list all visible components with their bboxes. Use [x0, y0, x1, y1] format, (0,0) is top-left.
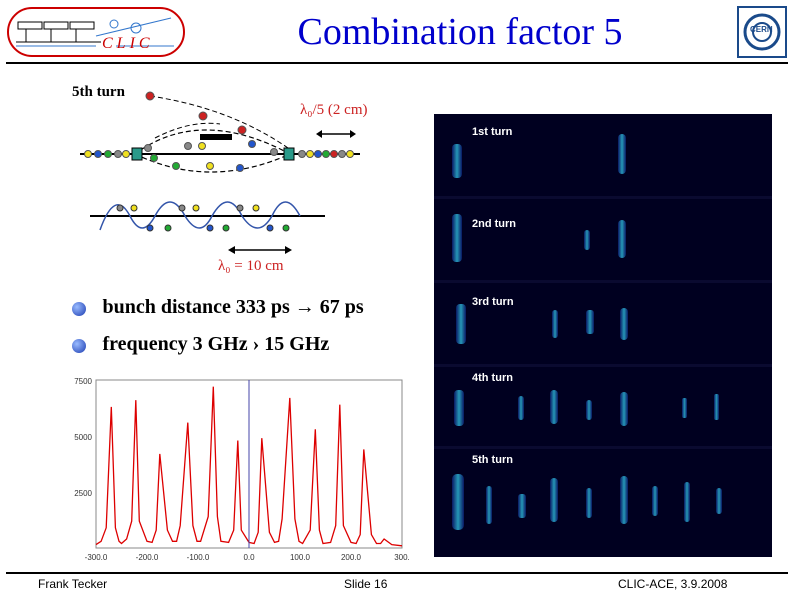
lambda-bottom-label: λ₀ = 10 cm: [218, 258, 284, 274]
bullet-sphere-icon: [72, 301, 86, 316]
streak-image-graphic: [434, 114, 772, 557]
series-line-signal: [95, 386, 403, 547]
header-divider: [6, 62, 788, 64]
bullet-sphere-icon: [72, 338, 86, 353]
x-tick-label: 0.0: [243, 553, 255, 562]
slide-title: Combination factor 5: [297, 11, 623, 53]
y-tick-label: 5000: [74, 433, 92, 442]
signal-chart: 2500 5000 7500 -300.0 -200.0 -100.0 0.0 100.0 20…: [74, 377, 410, 562]
clic-logo-graphic: [7, 7, 185, 57]
y-tick-label: 7500: [74, 377, 92, 386]
turn-label: 5th turn: [72, 84, 125, 100]
y-tick-label: 2500: [74, 489, 92, 498]
cern-logo-text: CERN: [750, 25, 773, 34]
turn-label-4: 4th turn: [472, 372, 513, 384]
clic-logo: CLIC: [6, 6, 186, 58]
cern-logo-graphic: [743, 13, 781, 51]
bullet-item-1: bunch distance 333 ps → 67 ps: [72, 296, 364, 319]
clic-logo-text: CLIC: [102, 35, 154, 52]
cern-logo: CERN: [737, 6, 787, 58]
footer-author: Frank Tecker: [38, 577, 108, 591]
x-tick-label: 200.0: [341, 553, 362, 562]
x-tick-label: 100.0: [290, 553, 311, 562]
combination-diagram: 5th turn λ₀/5 (2 cm) λ₀ = 10 cm: [60, 78, 400, 283]
footer-divider: [6, 572, 788, 574]
turn-label-3: 3rd turn: [472, 296, 514, 308]
ring-diagram: [80, 91, 360, 254]
x-tick-label: -100.0: [187, 553, 210, 562]
x-tick-label: -200.0: [136, 553, 159, 562]
bullet-item-2: frequency 3 GHz › 15 GHz: [72, 333, 329, 356]
bullet-text: frequency 3 GHz › 15 GHz: [102, 333, 330, 355]
streak-camera-image: 1st turn 2nd turn 3rd turn 4th turn 5th …: [434, 114, 772, 557]
footer-slide-number: Slide 16: [344, 577, 388, 591]
bunch-dots: [84, 91, 354, 172]
turn-label-2: 2nd turn: [472, 218, 516, 230]
bullet-text: bunch distance 333 ps → 67 ps: [102, 296, 364, 318]
signal-plot: 2500 5000 7500 -300.0 -200.0 -100.0 0.0 100.0 20…: [60, 376, 410, 564]
lambda-top-label: λ₀/5 (2 cm): [300, 102, 368, 118]
turn-label-5: 5th turn: [472, 454, 513, 466]
x-tick-label: -300.0: [85, 553, 108, 562]
footer-event: CLIC-ACE, 3.9.2008: [618, 577, 728, 591]
turn-label-1: 1st turn: [472, 126, 513, 138]
x-tick-label: 300.: [394, 553, 410, 562]
